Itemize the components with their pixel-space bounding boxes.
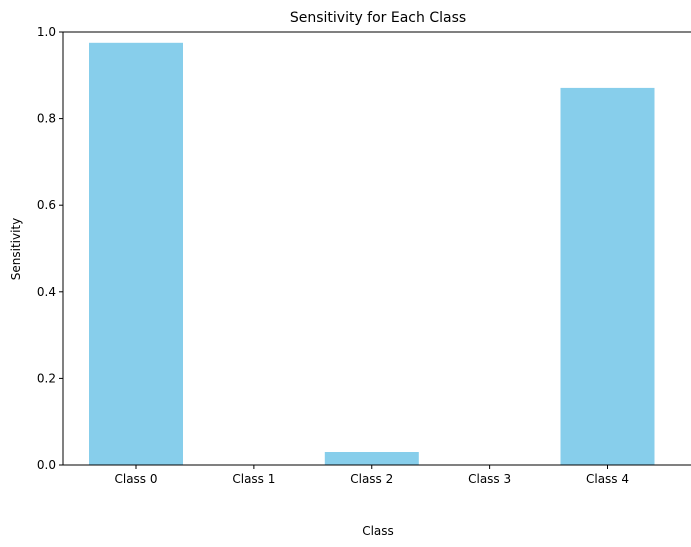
y-axis: 0.0 0.2 0.4 0.6 0.8 1.0 (37, 25, 63, 472)
y-axis-title: Sensitivity (9, 218, 23, 280)
y-tick-label: 0.0 (37, 458, 56, 472)
plot-frame (62, 31, 691, 466)
y-tick-label: 0.6 (37, 198, 56, 212)
bar-class-2 (324, 452, 419, 465)
x-axis: Class 0 Class 1 Class 2 Class 3 Class 4 (114, 465, 629, 486)
chart-title: Sensitivity for Each Class (290, 10, 466, 26)
bars-group (89, 42, 655, 466)
x-tick-label: Class 3 (468, 472, 511, 486)
y-tick-label: 0.2 (37, 371, 56, 385)
y-tick-label: 0.8 (37, 112, 56, 126)
bar-class-0 (89, 42, 183, 466)
y-tick-label: 1.0 (37, 25, 56, 39)
x-tick-label: Class 0 (114, 472, 157, 486)
y-tick-label: 0.4 (37, 285, 56, 299)
x-tick-label: Class 4 (586, 472, 629, 486)
bar-class-4 (560, 87, 655, 466)
x-tick-label: Class 1 (232, 472, 275, 486)
x-axis-title: Class (362, 524, 394, 538)
x-tick-label: Class 2 (350, 472, 393, 486)
